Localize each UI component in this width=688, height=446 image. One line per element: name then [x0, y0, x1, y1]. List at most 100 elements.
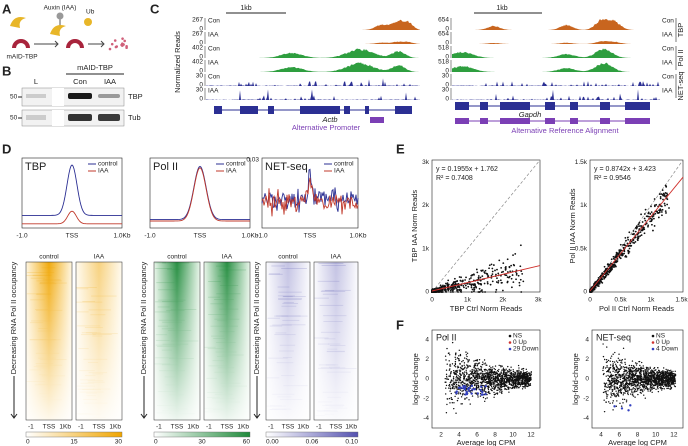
point: [474, 364, 477, 367]
point: [493, 391, 495, 394]
point: [506, 271, 509, 273]
point: [518, 281, 521, 284]
point: [471, 370, 473, 372]
tick-label: 8: [636, 432, 640, 439]
point: [633, 365, 635, 368]
point: [668, 379, 670, 381]
point: [615, 251, 618, 254]
point: [507, 388, 510, 390]
point: [666, 382, 669, 385]
band: [68, 114, 92, 121]
point: [498, 388, 500, 391]
point: [613, 388, 616, 390]
label: 50: [10, 115, 18, 122]
point: [500, 371, 502, 373]
point: [614, 371, 616, 373]
point: [449, 354, 451, 356]
point: [481, 373, 484, 376]
point: [440, 286, 443, 289]
down-point: [476, 392, 480, 395]
point: [463, 377, 466, 379]
label: 30: [196, 73, 204, 80]
point: [445, 373, 448, 376]
point: [636, 239, 639, 242]
arrow: [34, 40, 59, 48]
point: [658, 371, 661, 374]
point: [671, 374, 673, 377]
label: Alternative Promoter: [292, 123, 361, 132]
point: [640, 361, 643, 364]
point: [605, 382, 608, 384]
point: [469, 391, 472, 393]
point: [616, 366, 619, 368]
point: [622, 374, 625, 376]
point: [509, 270, 512, 273]
tick-label: 4: [425, 337, 429, 344]
point: [661, 372, 663, 375]
point: [450, 379, 453, 381]
point: [500, 380, 502, 382]
point: [655, 381, 658, 384]
point: [620, 383, 622, 385]
point: [452, 380, 454, 382]
point: [636, 225, 638, 228]
point: [622, 366, 624, 368]
point: [473, 290, 475, 293]
point: [439, 284, 442, 287]
point: [634, 236, 637, 239]
point: [472, 382, 474, 384]
legend-label: control: [98, 161, 118, 168]
down-point: [481, 390, 484, 394]
point: [491, 389, 493, 392]
point: [611, 267, 613, 270]
label: Con: [662, 74, 674, 81]
point: [480, 376, 482, 379]
point: [638, 385, 640, 387]
point: [460, 381, 462, 384]
point: [623, 372, 625, 375]
point: [456, 285, 459, 288]
point: [510, 371, 513, 374]
point: [525, 380, 527, 382]
point: [602, 276, 605, 278]
point: [605, 359, 608, 361]
label: TBP: [676, 23, 685, 38]
point: [628, 247, 631, 250]
point: [647, 225, 649, 228]
point: [609, 371, 611, 373]
point: [518, 387, 520, 389]
point: [522, 370, 525, 372]
point: [521, 379, 524, 381]
point: [485, 390, 487, 393]
label: 267: [192, 31, 203, 38]
point: [505, 368, 507, 370]
point: [660, 379, 663, 381]
point: [477, 386, 480, 389]
point: [672, 370, 674, 373]
point: [445, 381, 447, 383]
point: [449, 402, 451, 404]
point: [519, 378, 521, 380]
tick-label: 0.10: [345, 439, 358, 446]
point: [499, 279, 502, 282]
point: [651, 391, 653, 393]
point: [655, 377, 658, 379]
point: [494, 385, 497, 387]
point: [605, 390, 607, 393]
point: [658, 193, 661, 196]
point: [615, 253, 618, 256]
point: [647, 390, 649, 392]
exon: [545, 102, 555, 110]
point: [516, 370, 518, 372]
point: [626, 381, 628, 384]
tick-label: TSS: [93, 424, 106, 431]
point: [525, 382, 528, 384]
point: [471, 380, 474, 383]
point: [667, 369, 669, 371]
fade: [266, 262, 310, 420]
point: [654, 212, 657, 215]
point: [494, 365, 497, 367]
point: [447, 285, 450, 287]
band: [98, 94, 120, 98]
point: [644, 208, 647, 211]
